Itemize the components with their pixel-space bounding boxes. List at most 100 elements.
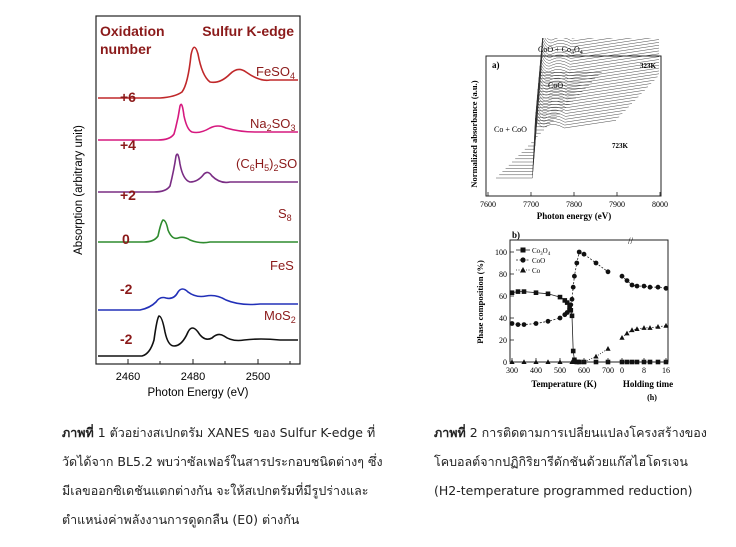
ox-label-feso4: +6 bbox=[120, 89, 136, 105]
holding-point-co bbox=[634, 326, 640, 331]
caption-figure-1: ภาพที่ 1 ตัวอย่างสเปกตรัม XANES ของ Sulf… bbox=[62, 418, 407, 534]
waterfall-spectrum bbox=[524, 89, 645, 150]
caption-1-line-2: วัดได้จาก BL5.2 พบว่าซัลเฟอร์ในสารประกอบ… bbox=[62, 454, 383, 469]
waterfall-spectrum bbox=[538, 42, 660, 99]
holding-point-co3o4 bbox=[634, 359, 640, 365]
x-tick-2480: 2480 bbox=[181, 371, 205, 383]
compound-feso4: FeSO4 bbox=[256, 64, 295, 81]
x-tick-2500: 2500 bbox=[246, 371, 270, 383]
x-axis-label-temperature: Temperature (K) bbox=[531, 379, 596, 389]
y-axis-ticks bbox=[510, 251, 514, 363]
data-point-co3o4 bbox=[557, 294, 563, 300]
holding-point-coo bbox=[629, 282, 635, 288]
figure-1-xanes: Oxidation number Sulfur K-edge +6 +4 +2 … bbox=[73, 15, 301, 399]
x-tick-300: 300 bbox=[506, 366, 518, 375]
holding-point-co bbox=[647, 325, 653, 330]
data-point-coo bbox=[515, 322, 521, 327]
compound-na2so3: Na2SO3 bbox=[250, 116, 295, 133]
header-oxidation: Oxidation bbox=[100, 23, 165, 39]
data-point-coo bbox=[576, 249, 582, 255]
waterfall-spectrum bbox=[538, 44, 660, 102]
data-point-coo bbox=[557, 315, 563, 321]
ox-label-organic: +2 bbox=[120, 187, 136, 203]
y-tick-20: 20 bbox=[499, 336, 507, 345]
header-sulfur-kedge: Sulfur K-edge bbox=[202, 23, 294, 39]
x-tick-500: 500 bbox=[554, 366, 566, 375]
caption-1-line-4: ตำแหน่งค่าพลังงานการดูดกลืน (E0) ต่างกัน bbox=[62, 512, 300, 527]
x-tick-7800: 7800 bbox=[566, 200, 582, 209]
caption-1-line-3: มีเลขออกซิเดชันแตกต่างกัน จะให้สเปกตรัมท… bbox=[62, 483, 369, 498]
ox-label-fes: -2 bbox=[120, 281, 133, 297]
y-tick-60: 60 bbox=[499, 292, 507, 301]
legend-co: Co bbox=[532, 267, 541, 275]
y-axis-label: Normalized absorbance (a.u.) bbox=[469, 80, 479, 187]
spectrum-c6h5-2so bbox=[98, 153, 298, 193]
ox-label-mos2: -2 bbox=[120, 331, 133, 347]
x-axis-ticks bbox=[127, 359, 291, 364]
data-point-co3o4 bbox=[545, 291, 551, 297]
caption-2-line-3: (H2-temperature programmed reduction) bbox=[434, 483, 693, 498]
waterfall-spectrum bbox=[536, 70, 660, 131]
x-tick-8h: 8 bbox=[642, 366, 646, 375]
legend-coo: CoO bbox=[532, 257, 545, 265]
x-axis-ticks bbox=[511, 358, 667, 362]
ox-label-s8: 0 bbox=[122, 231, 130, 247]
x-axis-ticks bbox=[487, 192, 661, 196]
holding-line-co bbox=[621, 325, 667, 339]
data-point-coo bbox=[570, 284, 576, 290]
holding-line-coo bbox=[621, 275, 667, 289]
series-line-co3o4 bbox=[511, 291, 608, 363]
waterfall-spectrum bbox=[531, 83, 652, 144]
data-point-coo bbox=[564, 310, 570, 315]
data-point-co3o4 bbox=[593, 359, 599, 365]
holding-point-co3o4 bbox=[655, 359, 661, 365]
data-point-co bbox=[521, 359, 527, 364]
y-axis-label: Phase composition (%) bbox=[475, 260, 485, 344]
holding-point-coo bbox=[634, 283, 640, 289]
data-point-co3o4 bbox=[509, 290, 515, 295]
waterfall-spectrum bbox=[502, 112, 623, 172]
holding-point-co bbox=[655, 324, 661, 329]
waterfall-spectrum bbox=[512, 103, 633, 163]
holding-point-co bbox=[619, 335, 625, 340]
waterfall-spectrum bbox=[539, 38, 614, 86]
data-point-co3o4 bbox=[562, 298, 568, 303]
holding-point-coo bbox=[619, 273, 625, 279]
legend-marker-circle bbox=[520, 257, 526, 263]
holding-point-co3o4 bbox=[624, 359, 630, 365]
data-point-co bbox=[605, 346, 611, 351]
plot-frame bbox=[485, 55, 662, 197]
axis-break: // bbox=[628, 236, 634, 246]
data-point-coo bbox=[545, 318, 551, 324]
waterfall-spectrum bbox=[515, 100, 636, 160]
holding-point-coo bbox=[647, 284, 653, 290]
x-axis-label-unit: (h) bbox=[647, 393, 657, 402]
spectrum-s8 bbox=[98, 219, 298, 244]
data-point-coo bbox=[568, 302, 574, 308]
data-point-coo bbox=[569, 296, 575, 302]
x-tick-8000: 8000 bbox=[652, 200, 668, 209]
caption-1-label: ภาพที่ bbox=[62, 425, 94, 440]
compound-fes: FeS bbox=[270, 258, 294, 273]
waterfall-spectra bbox=[496, 38, 660, 179]
y-tick-0: 0 bbox=[503, 358, 507, 367]
x-tick-700: 700 bbox=[602, 366, 614, 375]
x-tick-7600: 7600 bbox=[480, 200, 496, 209]
label-323k: 323K bbox=[640, 62, 657, 70]
data-point-coo bbox=[567, 306, 572, 312]
waterfall-spectrum bbox=[505, 109, 626, 169]
waterfall-spectrum bbox=[537, 50, 660, 108]
holding-point-coo bbox=[641, 283, 647, 289]
data-point-co bbox=[545, 359, 551, 364]
x-tick-2460: 2460 bbox=[116, 371, 140, 383]
data-point-coo bbox=[572, 273, 577, 279]
header-number: number bbox=[100, 41, 152, 57]
caption-2-line-2: โคบอลต์จากปฏิกิริยารีดักชันด้วยแก๊สไฮโดร… bbox=[434, 454, 688, 469]
x-axis-label-holding: Holding time bbox=[623, 379, 673, 389]
legend-co3o4: Co3O4 bbox=[532, 247, 551, 257]
x-tick-7900: 7900 bbox=[609, 200, 625, 209]
data-point-co bbox=[593, 353, 599, 359]
data-point-coo bbox=[593, 260, 599, 266]
y-axis-label: Absorption (arbitrary unit) bbox=[73, 125, 85, 255]
holding-point-co bbox=[624, 330, 630, 336]
